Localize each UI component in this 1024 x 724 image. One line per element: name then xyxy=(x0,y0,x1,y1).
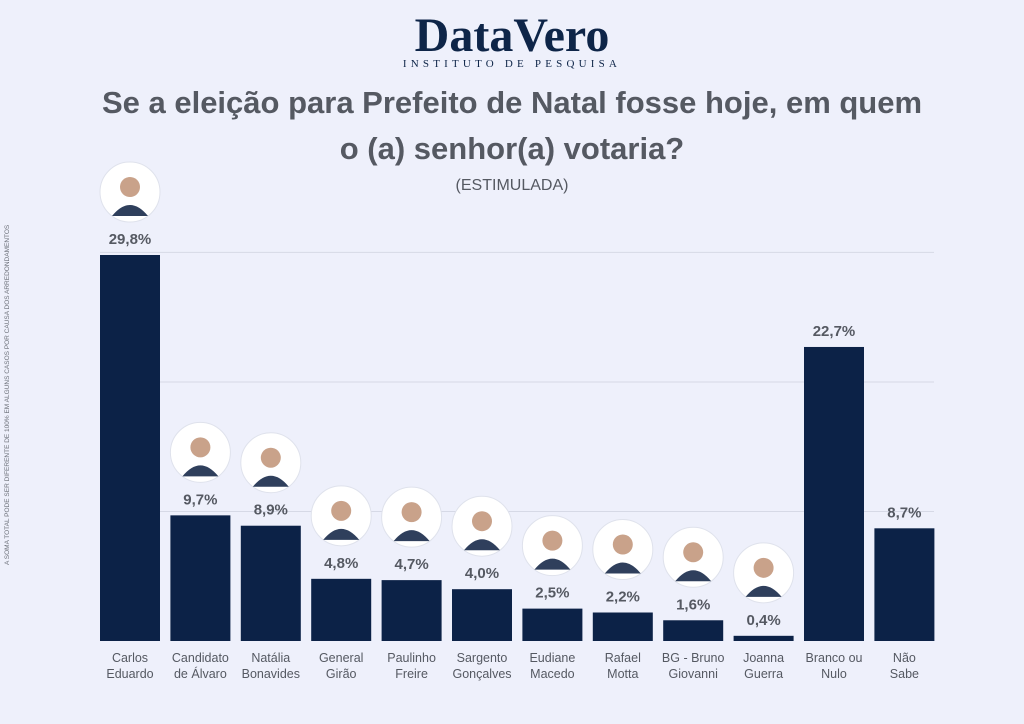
category-label: Girão xyxy=(326,667,357,681)
data-label: 4,7% xyxy=(394,556,428,573)
category-label: Paulinho xyxy=(387,651,436,665)
category-label: Joanna xyxy=(743,651,784,665)
category-label: Eduardo xyxy=(106,667,153,681)
category-label: Freire xyxy=(395,667,428,681)
bar xyxy=(100,255,160,641)
category-label: Giovanni xyxy=(669,667,718,681)
category-label: Não xyxy=(893,651,916,665)
bar xyxy=(452,589,512,641)
bar xyxy=(240,525,301,641)
category-label: Carlos xyxy=(112,651,148,665)
candidate-avatar xyxy=(451,495,513,557)
logo-tagline: INSTITUTO DE PESQUISA xyxy=(402,58,622,70)
data-label: 1,6% xyxy=(676,596,710,613)
category-label: Candidato xyxy=(172,651,229,665)
category-label: Gonçalves xyxy=(452,667,511,681)
category-label: Macedo xyxy=(530,667,575,681)
bar xyxy=(381,580,442,641)
data-label: 9,7% xyxy=(183,491,217,508)
bar xyxy=(170,515,231,641)
bar xyxy=(311,578,372,641)
category-label: Sabe xyxy=(890,667,919,681)
candidate-avatar xyxy=(521,515,583,577)
category-label: Sargento xyxy=(457,651,508,665)
chart-subtitle: (ESTIMULADA) xyxy=(455,177,569,194)
bar xyxy=(804,346,864,641)
data-label: 2,2% xyxy=(606,589,640,606)
category-label: de Álvaro xyxy=(174,666,227,681)
candidate-avatar xyxy=(240,432,302,494)
chart-title: Se a eleição para Prefeito de Natal foss… xyxy=(101,85,923,166)
candidate-avatar xyxy=(310,485,372,547)
data-label: 8,9% xyxy=(254,502,288,519)
candidate-avatar xyxy=(592,519,654,581)
data-label: 0,4% xyxy=(746,612,780,629)
category-label: Eudiane xyxy=(529,651,575,665)
bar xyxy=(522,608,583,641)
logo: DataVero INSTITUTO DE PESQUISA xyxy=(0,9,1024,71)
data-label: 4,8% xyxy=(324,555,358,572)
data-label: 4,0% xyxy=(465,565,499,582)
bar xyxy=(874,528,935,641)
category-label: Natália xyxy=(251,651,290,665)
category-label: Branco ou xyxy=(806,651,863,665)
category-label: Motta xyxy=(607,667,638,681)
category-label: General xyxy=(319,651,363,665)
data-label: 8,7% xyxy=(887,504,921,521)
candidate-avatar xyxy=(733,542,795,604)
candidate-avatar xyxy=(169,421,231,483)
candidate-avatar xyxy=(662,526,724,588)
data-label: 29,8% xyxy=(109,231,152,248)
category-label: Guerra xyxy=(744,667,783,681)
logo-wordmark: DataVero xyxy=(414,9,610,62)
category-label: BG - Bruno xyxy=(662,651,725,665)
category-label: Bonavides xyxy=(242,667,300,681)
category-label: Rafael xyxy=(605,651,641,665)
data-label: 2,5% xyxy=(535,585,569,602)
bar xyxy=(733,635,794,641)
candidate-avatar xyxy=(99,161,161,223)
candidate-avatar xyxy=(381,486,443,548)
data-label: 22,7% xyxy=(813,323,856,340)
bar xyxy=(592,612,653,641)
category-label: Nulo xyxy=(821,667,847,681)
bar xyxy=(663,620,724,641)
